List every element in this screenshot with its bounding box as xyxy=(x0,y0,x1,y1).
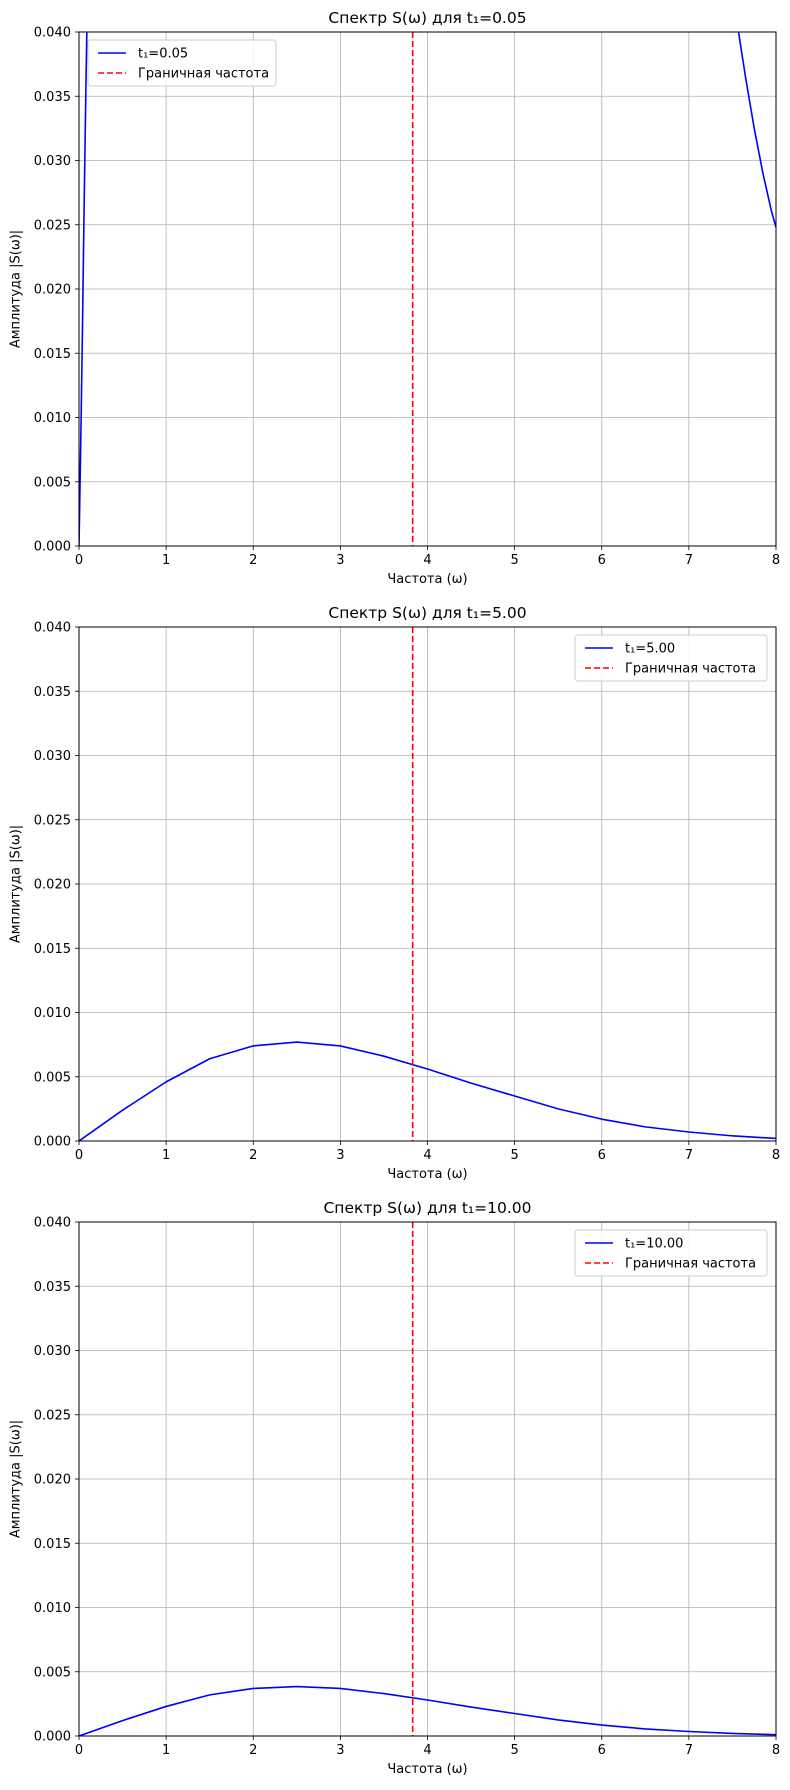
x-tick-label: 7 xyxy=(685,553,693,568)
x-tick-label: 6 xyxy=(598,1743,606,1758)
series-line-spectrum xyxy=(79,1041,776,1141)
legend: t₁=0.05 Граничная частота xyxy=(87,39,277,87)
x-axis-label: Частота (ω) xyxy=(387,1167,467,1182)
y-tick-label: 0.005 xyxy=(34,1665,71,1680)
legend-label: t₁=0.05 xyxy=(138,47,188,62)
x-tick-label: 6 xyxy=(598,553,606,568)
x-tick-label: 2 xyxy=(249,1148,257,1163)
y-tick-label: 0.015 xyxy=(34,347,71,362)
x-tick-label: 5 xyxy=(510,1743,518,1758)
y-tick-label: 0.035 xyxy=(34,90,71,105)
x-tick-label: 8 xyxy=(772,1148,780,1163)
series-line-spectrum xyxy=(79,32,88,546)
y-tick-label: 0.040 xyxy=(34,621,71,636)
x-tick-label: 3 xyxy=(336,1148,344,1163)
x-tick-label: 1 xyxy=(162,1148,170,1163)
y-tick-label: 0.005 xyxy=(34,1070,71,1085)
y-tick-label: 0.005 xyxy=(34,475,71,490)
x-tick-label: 0 xyxy=(75,1148,83,1163)
legend: t₁=5.00 Граничная частота xyxy=(574,634,768,682)
legend-label: t₁=5.00 xyxy=(625,642,675,657)
y-tick-label: 0.020 xyxy=(34,878,71,893)
y-tick-label: 0.000 xyxy=(34,1135,71,1150)
x-tick-label: 7 xyxy=(685,1148,693,1163)
x-tick-label: 0 xyxy=(75,1743,83,1758)
x-tick-label: 3 xyxy=(336,553,344,568)
x-tick-label: 1 xyxy=(162,1743,170,1758)
x-tick-label: 3 xyxy=(336,1743,344,1758)
chart-panel-2: 0 1 2 3 4 5 6 7 8 0.000 0.005 0.010 0.015 0.020 0.025 0… xyxy=(9,604,781,1182)
x-tick-label: 8 xyxy=(772,1743,780,1758)
x-axis-label: Частота (ω) xyxy=(387,572,467,587)
legend-label: Граничная частота xyxy=(625,1257,756,1272)
legend-label: t₁=10.00 xyxy=(625,1237,683,1252)
y-tick-label: 0.020 xyxy=(34,283,71,298)
x-tick-label: 5 xyxy=(510,553,518,568)
y-tick-label: 0.025 xyxy=(34,218,71,233)
chart-title: Спектр S(ω) для t₁=5.00 xyxy=(328,604,526,622)
legend-box xyxy=(87,39,277,87)
y-tick-label: 0.015 xyxy=(34,1537,71,1552)
chart-title: Спектр S(ω) для t₁=10.00 xyxy=(323,1199,531,1217)
legend-label: Граничная частота xyxy=(138,67,269,82)
legend: t₁=10.00 Граничная частота xyxy=(574,1229,768,1277)
y-tick-label: 0.030 xyxy=(34,1344,71,1359)
legend-box xyxy=(574,634,768,682)
x-tick-label: 2 xyxy=(249,553,257,568)
y-tick-label: 0.030 xyxy=(34,749,71,764)
y-tick-label: 0.025 xyxy=(34,813,71,828)
x-tick-label: 7 xyxy=(685,1743,693,1758)
y-tick-label: 0.010 xyxy=(34,411,71,426)
y-axis-label: Амплитуда |S(ω)| xyxy=(9,230,24,348)
y-tick-label: 0.010 xyxy=(34,1601,71,1616)
series-line-spectrum xyxy=(737,32,776,228)
chart-panel-3: 0 1 2 3 4 5 6 7 8 0.000 0.005 0.010 0.015 0.020 0.025 0… xyxy=(9,1199,781,1777)
x-tick-label: 4 xyxy=(423,1743,431,1758)
chart-panel-1: 0 1 2 3 4 5 6 7 8 0.000 0.005 0.010 0.015 0.020 0.025 0… xyxy=(9,9,781,587)
legend-label: Граничная частота xyxy=(625,662,756,677)
x-tick-label: 2 xyxy=(249,1743,257,1758)
y-tick-label: 0.000 xyxy=(34,540,71,555)
y-tick-label: 0.000 xyxy=(34,1730,71,1745)
y-tick-label: 0.015 xyxy=(34,942,71,957)
y-axis-label: Амплитуда |S(ω)| xyxy=(9,825,24,943)
legend-box xyxy=(574,1229,768,1277)
y-tick-label: 0.010 xyxy=(34,1006,71,1021)
chart-title: Спектр S(ω) для t₁=0.05 xyxy=(328,9,526,27)
x-axis-label: Частота (ω) xyxy=(387,1762,467,1777)
y-axis-label: Амплитуда |S(ω)| xyxy=(9,1420,24,1538)
x-tick-label: 1 xyxy=(162,553,170,568)
y-tick-label: 0.035 xyxy=(34,1280,71,1295)
y-tick-label: 0.020 xyxy=(34,1473,71,1488)
y-tick-label: 0.025 xyxy=(34,1408,71,1423)
x-tick-label: 0 xyxy=(75,553,83,568)
y-tick-label: 0.040 xyxy=(34,1216,71,1231)
series-line-spectrum xyxy=(79,1685,776,1736)
y-tick-label: 0.035 xyxy=(34,685,71,700)
y-tick-label: 0.040 xyxy=(34,26,71,41)
x-tick-label: 5 xyxy=(510,1148,518,1163)
x-tick-label: 4 xyxy=(423,1148,431,1163)
x-tick-label: 4 xyxy=(423,553,431,568)
x-tick-label: 6 xyxy=(598,1148,606,1163)
y-tick-label: 0.030 xyxy=(34,154,71,169)
x-tick-label: 8 xyxy=(772,553,780,568)
